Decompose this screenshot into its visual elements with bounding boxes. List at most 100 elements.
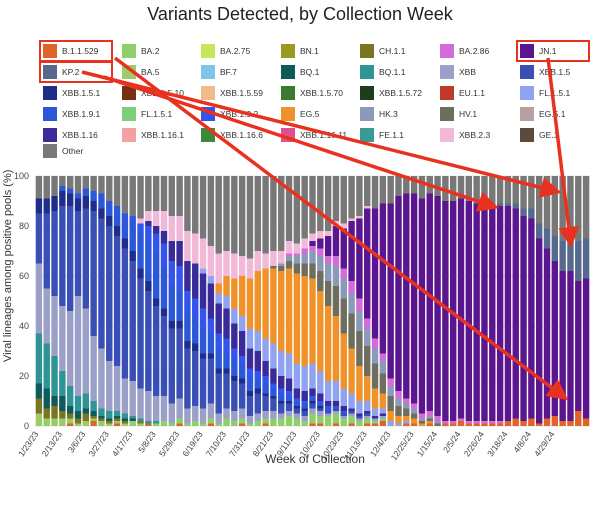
bar-segment-ba-2-86: [395, 391, 402, 399]
bar-segment-eg-5: [278, 271, 285, 351]
chart-title: Variants Detected, by Collection Week: [147, 4, 453, 24]
bar-segment-b-1-1-529: [371, 423, 379, 426]
bar-segment-bq-1: [113, 416, 121, 419]
bar-segment-eg-5: [293, 273, 301, 364]
bar-segment-other: [543, 176, 551, 229]
bar-segment-fl-1-5-1: [387, 421, 394, 424]
bar-segment-ba-2: [152, 423, 160, 426]
bar-segment-xbb-1-9-1: [106, 201, 113, 216]
bar-segment-xbb-1-9-1: [223, 353, 230, 369]
bar-segment-xbb-1-5: [74, 211, 82, 296]
bar-segment-kp-2: [543, 228, 551, 249]
bar-segment-xbb-1-5-1: [262, 393, 269, 396]
bar-segment-jn-1: [543, 248, 551, 419]
legend-label: XBB: [459, 67, 477, 77]
bar-segment-ba-2-86: [379, 353, 387, 361]
bar-segment-kp-2: [520, 208, 527, 216]
bar-segment-eg-5: [364, 376, 371, 401]
bar-segment-kp-2: [575, 241, 582, 281]
y-tick-label: 60: [19, 271, 29, 281]
bar-segment-xbb: [160, 396, 168, 421]
bar-segment-xbb: [106, 361, 113, 411]
bar-segment-xbb-1-16: [317, 393, 324, 401]
legend-label: XBB.1.5.72: [379, 88, 423, 98]
bar-segment-fl-1-5-1: [293, 363, 301, 389]
bar-segment-hk-3: [278, 263, 285, 266]
bar-segment-jn-1: [395, 196, 402, 391]
bar-segment-other: [207, 176, 215, 246]
bar-segment-xbb-1-9-1: [332, 406, 340, 409]
bar-segment-fl-1-5-1: [246, 328, 254, 349]
bar-segment-xbb-1-5-1: [285, 401, 293, 404]
legend-swatch: [122, 86, 136, 100]
legend-swatch: [440, 44, 454, 58]
legend-item-other: Other: [43, 144, 83, 158]
legend-label: BN.1: [300, 46, 319, 56]
bar-segment-xbb-1-5-1: [106, 216, 113, 226]
bar-segment-bq-1: [106, 418, 113, 421]
bar-segment-xbb-1-5: [317, 408, 324, 411]
bar-segment-xbb-1-5: [332, 408, 340, 411]
bar-segment-xbb-1-16: [192, 263, 199, 299]
bar-segment-xbb-1-5: [82, 208, 90, 309]
bar-segment-xbb-1-9-2: [137, 223, 144, 234]
bar-segment-xbb-1-9-2: [207, 318, 215, 334]
bar-segment-other: [246, 176, 254, 259]
bar-segment-xbb-1-16: [176, 241, 183, 266]
legend-item-eg-5-1: EG.5.1: [520, 107, 565, 121]
bar-segment-ba-5: [35, 413, 43, 424]
bar-segment-other: [59, 176, 66, 186]
bar-segment-ba-2-86: [450, 421, 457, 424]
bar-segment-ba-2: [43, 423, 50, 426]
bar-segment-ba-2: [176, 418, 183, 424]
legend-item-fl-1-5-1: FL.1.5.1: [520, 86, 570, 100]
bar-segment-jn-1: [504, 206, 512, 421]
bar-segment-jn-1: [356, 218, 363, 299]
bar-segment-bq-1-1: [66, 386, 74, 406]
bar-segment-bq-1: [43, 388, 50, 409]
bar-segment-jn-1: [512, 208, 519, 419]
bar-segment-other: [379, 176, 387, 204]
bar-segment-other: [309, 176, 316, 234]
bar-segment-xbb-1-5: [51, 211, 58, 296]
bar-segment-xbb-1-5-1: [254, 388, 261, 394]
bar-segment-ba-2-86: [442, 421, 449, 424]
bar-segment-xbb-1-16: [278, 376, 285, 389]
bar-segment-xbb: [137, 388, 144, 419]
legend-label: XBB.1.9.2: [220, 109, 259, 119]
bar-segment-ch-1-1: [137, 421, 144, 424]
bar-segment-kp-2: [496, 203, 504, 206]
legend-label: BA.2.86: [459, 46, 490, 56]
bar-segment-xbb: [317, 411, 324, 416]
bar-segment-xbb-1-5: [340, 413, 347, 416]
bar-segment-ba-2: [324, 416, 332, 426]
bar-segment-xbb-1-9-1: [246, 378, 254, 391]
bar-segment-eg-5: [285, 268, 293, 354]
legend-label: BA.5: [141, 67, 160, 77]
bar-segment-ch-1-1: [98, 418, 105, 421]
bar-segment-kp-2: [512, 203, 519, 209]
bar-segment-ba-2: [301, 421, 308, 426]
bar-segment-xbb-1-5: [59, 206, 66, 306]
bar-segment-xbb-1-9-2: [192, 298, 199, 319]
bar-segment-ba-2: [278, 418, 285, 426]
bar-segment-xbb: [184, 408, 191, 424]
bar-segment-other: [317, 176, 324, 231]
bar-segment-other: [66, 176, 74, 189]
legend-item-xbb-1-16: XBB.1.16: [43, 128, 98, 142]
bar-segment-b-1-1-529: [176, 423, 183, 426]
bar-segment-xbb: [223, 408, 230, 419]
bar-segment-xbb: [43, 288, 50, 344]
bar-segment-b-1-1-529: [317, 423, 324, 426]
bar-segment-xbb-1-16: [301, 391, 308, 401]
y-tick-label: 80: [19, 221, 29, 231]
bar-segment-xbb-1-5: [246, 396, 254, 416]
bar-segment-xbb-1-9-1: [231, 361, 238, 376]
bar-segment-xbb-1-5-1: [192, 343, 199, 351]
bar-segment-xbb: [364, 416, 371, 419]
bar-segment-xbb-1-16: [152, 226, 160, 234]
bar-segment-xbb-1-5-1: [129, 251, 136, 261]
bar-segment-ba-2: [270, 418, 277, 426]
bar-segment-fl-1-5-1: [364, 401, 371, 411]
legend-swatch: [281, 86, 295, 100]
